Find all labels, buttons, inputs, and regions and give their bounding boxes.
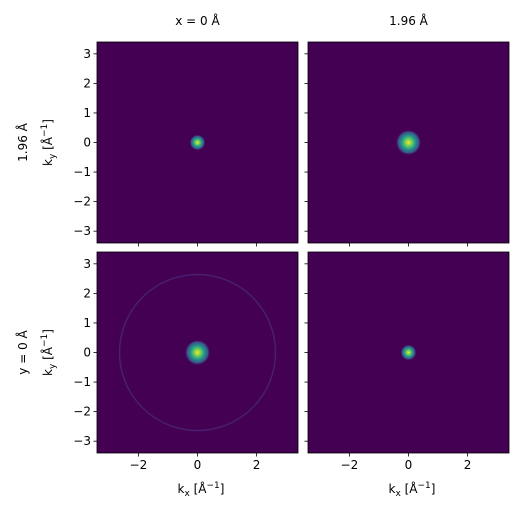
row-title: 1.96 Å: [15, 122, 30, 162]
ring: [118, 273, 277, 432]
axis-label-sub: y: [48, 363, 58, 369]
axis-label-base: k: [41, 159, 55, 166]
axis-label-sub: x: [395, 489, 401, 499]
axis-label-unit: [Å: [190, 481, 207, 496]
y-tick-label: 2: [83, 286, 91, 300]
y-tick-label: −3: [73, 434, 91, 448]
y-tick-label: −1: [73, 375, 91, 389]
axis-label-end: ]: [41, 119, 55, 124]
axis-label-base: k: [178, 482, 185, 496]
x-tick-label: −2: [341, 458, 359, 472]
x-axis-label: kx [Å−1]: [178, 481, 225, 499]
axis-label-sup: −1: [40, 124, 50, 137]
x-tick-label: 0: [194, 458, 202, 472]
center-spot: [400, 344, 417, 361]
y-tick-label: 3: [83, 47, 91, 61]
row-title: y = 0 Å: [15, 329, 30, 374]
axis-label-unit: [Å: [40, 136, 55, 153]
axis-label-end: ]: [220, 482, 225, 496]
axis-label-unit: [Å: [40, 346, 55, 363]
x-tick-label: −2: [130, 458, 148, 472]
column-title: x = 0 Å: [175, 13, 220, 28]
axis-label-unit: [Å: [401, 481, 418, 496]
center-spot: [189, 134, 206, 151]
axis-label-sup: −1: [207, 481, 220, 491]
x-tick-label: 2: [464, 458, 472, 472]
axis-label-base: k: [41, 369, 55, 376]
axis-label-sup: −1: [418, 481, 431, 491]
axis-label-sup: −1: [40, 334, 50, 347]
y-tick-label: −2: [73, 195, 91, 209]
center-spot: [395, 129, 422, 156]
y-tick-label: 2: [83, 76, 91, 90]
x-axis-label: kx [Å−1]: [389, 481, 436, 499]
y-tick-label: 1: [83, 106, 91, 120]
y-tick-label: −3: [73, 224, 91, 238]
y-tick-label: 3: [83, 257, 91, 271]
axis-label-sub: y: [48, 153, 58, 159]
y-tick-label: −2: [73, 405, 91, 419]
column-title: 1.96 Å: [389, 13, 429, 28]
y-axis-label: ky [Å−1]: [40, 119, 58, 166]
axis-label-end: ]: [431, 482, 436, 496]
x-tick-label: 2: [253, 458, 261, 472]
axis-label-end: ]: [41, 329, 55, 334]
y-tick-label: 1: [83, 316, 91, 330]
center-spot: [184, 339, 211, 366]
axis-label-sub: x: [184, 489, 190, 499]
y-axis-label: ky [Å−1]: [40, 329, 58, 376]
y-tick-label: −1: [73, 165, 91, 179]
y-tick-label: 0: [83, 136, 91, 150]
y-tick-label: 0: [83, 346, 91, 360]
x-tick-label: 0: [405, 458, 413, 472]
axis-label-base: k: [389, 482, 396, 496]
